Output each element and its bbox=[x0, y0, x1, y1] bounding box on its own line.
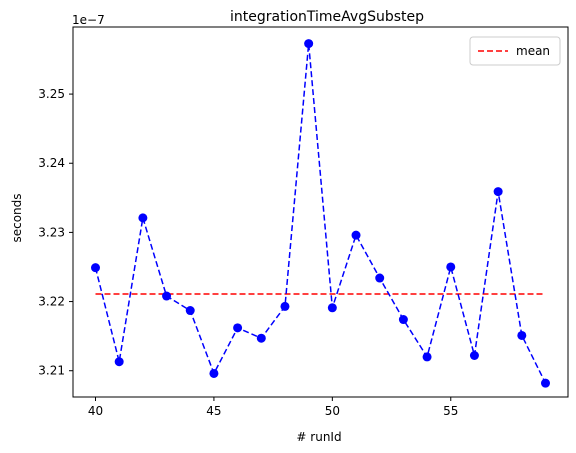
data-point bbox=[375, 273, 385, 283]
chart-title: integrationTimeAvgSubstep bbox=[230, 9, 424, 25]
legend-box bbox=[469, 36, 561, 66]
x-axis-label: # runId bbox=[296, 430, 341, 444]
data-point bbox=[304, 39, 314, 49]
y-tick-label: 3.22 bbox=[38, 295, 65, 309]
data-point bbox=[162, 291, 172, 301]
data-point bbox=[256, 333, 266, 343]
y-tick-label: 3.23 bbox=[38, 225, 65, 239]
y-axis-label: seconds bbox=[10, 193, 24, 242]
x-tick-label: 40 bbox=[88, 404, 103, 418]
data-point bbox=[517, 330, 527, 340]
data-point bbox=[209, 368, 219, 378]
legend-mean-label: mean bbox=[516, 44, 550, 58]
data-point bbox=[446, 262, 456, 272]
data-point bbox=[493, 187, 503, 197]
series-line bbox=[94, 43, 547, 384]
data-point bbox=[398, 315, 408, 325]
x-tick-label: 45 bbox=[206, 404, 221, 418]
data-point bbox=[351, 230, 361, 240]
data-point bbox=[138, 213, 148, 223]
y-tick-label: 3.21 bbox=[38, 364, 65, 378]
x-tick-label: 50 bbox=[325, 404, 340, 418]
data-point bbox=[327, 303, 337, 313]
legend: mean bbox=[469, 36, 561, 66]
data-point bbox=[422, 352, 432, 362]
y-tick-label: 3.25 bbox=[38, 87, 65, 101]
data-point bbox=[469, 351, 479, 361]
plot-frame bbox=[72, 26, 569, 398]
y-offset-label: 1e−7 bbox=[72, 13, 105, 27]
data-point bbox=[185, 306, 195, 316]
y-tick-label: 3.24 bbox=[38, 156, 65, 170]
data-point bbox=[280, 301, 290, 311]
data-point bbox=[541, 378, 550, 388]
data-point bbox=[114, 357, 124, 367]
data-point bbox=[91, 263, 100, 273]
plot-area: 40 45 50 55 3.21 3.22 3.23 3.24 3.25 bbox=[38, 39, 550, 418]
data-point bbox=[233, 323, 243, 333]
x-tick-label: 55 bbox=[443, 404, 458, 418]
